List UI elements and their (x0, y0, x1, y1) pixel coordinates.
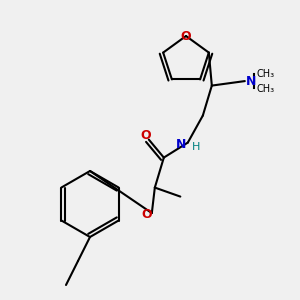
Text: N: N (176, 138, 186, 151)
Text: CH₃: CH₃ (256, 84, 274, 94)
Text: O: O (141, 208, 152, 221)
Text: O: O (181, 29, 191, 43)
Text: CH₃: CH₃ (256, 69, 274, 79)
Text: H: H (192, 142, 201, 152)
Text: N: N (246, 75, 257, 88)
Text: O: O (140, 129, 151, 142)
